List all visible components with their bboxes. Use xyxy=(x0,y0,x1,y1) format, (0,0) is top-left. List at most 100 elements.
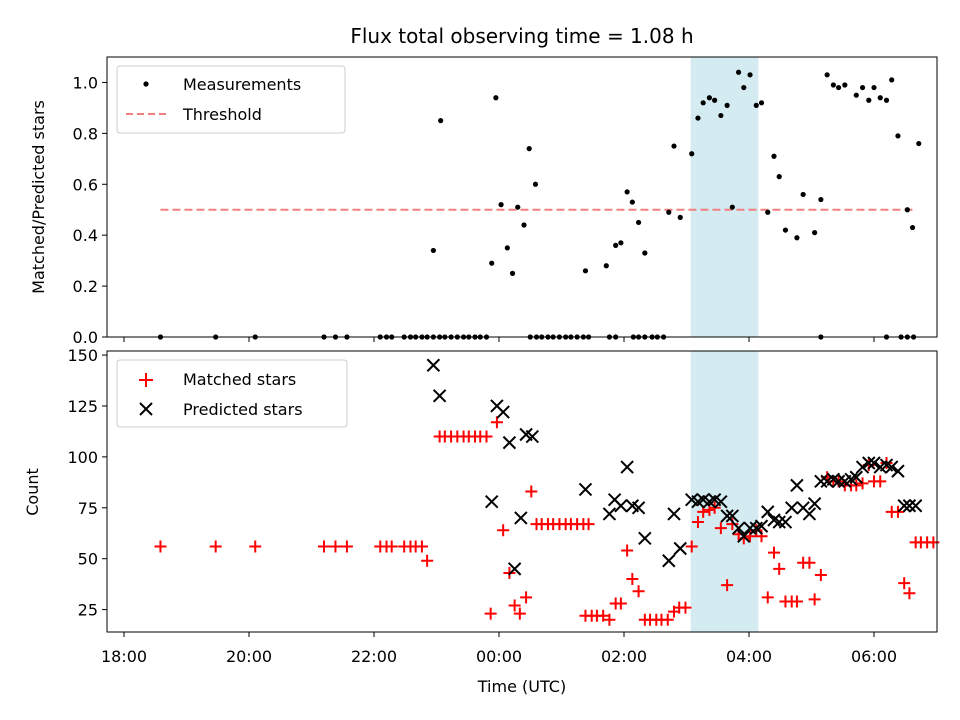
measurement-point xyxy=(916,140,922,147)
matched-point xyxy=(761,591,774,604)
x-tick-label: 00:00 xyxy=(476,647,522,666)
matched-point xyxy=(714,522,727,535)
counts-panel: 25 50 75 100 125 150 18:00 20:00 22:00 00:00 02:0… xyxy=(23,346,940,696)
measurement-point xyxy=(800,191,806,198)
predicted-point xyxy=(667,507,681,521)
measurement-point xyxy=(629,199,635,205)
measurement-point xyxy=(853,92,859,98)
measurement-point xyxy=(515,204,521,210)
counts-y-tick-label: 25 xyxy=(78,601,98,620)
predicted-point xyxy=(908,499,923,513)
matched-point xyxy=(154,540,167,553)
predicted-point xyxy=(496,405,510,419)
legend-matched-marker xyxy=(139,373,153,387)
predicted-point xyxy=(867,456,881,470)
measurement-point xyxy=(700,100,706,106)
ratio-y-tick-label: 0.8 xyxy=(73,124,98,143)
x-tick-label: 22:00 xyxy=(351,647,397,666)
measurement-point xyxy=(603,263,609,269)
chart-title: Flux total observing time = 1.08 h xyxy=(350,24,693,48)
measurement-point xyxy=(782,227,789,233)
predicted-point xyxy=(855,460,870,474)
matched-point xyxy=(691,516,704,529)
matched-point xyxy=(661,613,674,626)
counts-ticks: 25 50 75 100 125 150 xyxy=(67,346,107,620)
measurement-point xyxy=(776,174,782,180)
predicted-point xyxy=(426,358,441,372)
measurement-point xyxy=(909,224,916,231)
predicted-point xyxy=(814,474,828,489)
ratio-legend: Measurements Threshold xyxy=(116,65,346,134)
matched-point xyxy=(803,556,816,569)
measurement-point xyxy=(741,84,747,91)
measurement-point xyxy=(889,77,895,83)
measurement-points xyxy=(157,69,922,340)
measurement-point xyxy=(724,102,730,108)
measurement-point xyxy=(830,82,836,88)
predicted-point xyxy=(502,435,517,450)
matched-point xyxy=(582,518,595,531)
counts-y-tick-label: 150 xyxy=(67,346,98,365)
measurement-point xyxy=(729,204,735,210)
matched-point xyxy=(415,540,428,553)
measurement-point xyxy=(618,240,624,246)
measurement-point xyxy=(824,72,830,78)
measurement-point xyxy=(877,95,883,101)
counts-y-tick-label: 50 xyxy=(78,550,98,569)
predicted-point xyxy=(778,515,793,529)
matched-point xyxy=(790,595,803,608)
matched-point xyxy=(621,544,634,557)
predicted-point xyxy=(891,464,905,478)
x-tick-label: 18:00 xyxy=(101,647,147,666)
counts-y-tick-label: 75 xyxy=(78,499,98,518)
measurement-point xyxy=(904,207,910,213)
matched-point xyxy=(814,568,827,581)
matched-point xyxy=(329,540,342,553)
measurement-point xyxy=(812,230,818,236)
measurement-point xyxy=(498,202,504,208)
predicted-point xyxy=(620,460,634,474)
predicted-point xyxy=(638,531,652,546)
predicted-point xyxy=(631,501,646,515)
matched-point xyxy=(626,573,639,586)
matched-point xyxy=(744,530,757,543)
counts-legend: Matched stars Predicted stars xyxy=(116,359,348,428)
measurement-point xyxy=(666,209,672,215)
matched-point xyxy=(679,601,692,614)
measurement-point xyxy=(504,245,510,251)
measurement-point xyxy=(765,209,771,215)
measurement-point xyxy=(526,146,532,152)
predicted-point xyxy=(743,521,757,535)
predicted-point xyxy=(862,456,876,470)
measurement-point xyxy=(582,268,589,274)
predicted-points xyxy=(426,358,923,576)
predicted-point xyxy=(761,505,775,519)
ratio-axes-frame xyxy=(106,56,938,338)
x-axis-ticks: 18:00 20:00 22:00 00:00 02:00 04:00 06:00 xyxy=(101,632,897,666)
predicted-point xyxy=(731,521,746,535)
matched-point xyxy=(773,562,786,575)
measurement-point xyxy=(677,214,683,220)
measurement-point xyxy=(794,235,800,241)
measurement-point xyxy=(758,100,765,106)
predicted-point xyxy=(772,515,786,529)
legend-matched-label: Matched stars xyxy=(183,370,296,389)
matched-point xyxy=(480,430,493,443)
predicted-point xyxy=(714,494,728,509)
matched-point xyxy=(898,577,911,590)
matched-point xyxy=(768,546,780,559)
matched-point xyxy=(249,540,262,553)
matched-point xyxy=(874,475,887,488)
counts-legend-box xyxy=(116,359,348,428)
measurement-point xyxy=(624,189,630,195)
measurement-point xyxy=(706,95,713,101)
ratio-y-axis-label: Matched/Predicted stars xyxy=(29,100,48,294)
matched-point xyxy=(209,540,222,553)
measurement-point xyxy=(438,118,444,124)
legend-measurements-label: Measurements xyxy=(183,75,301,94)
ratio-legend-box xyxy=(116,65,346,134)
legend-measurements-marker xyxy=(143,81,149,87)
measurement-point xyxy=(671,143,677,149)
matched-point xyxy=(490,416,503,429)
